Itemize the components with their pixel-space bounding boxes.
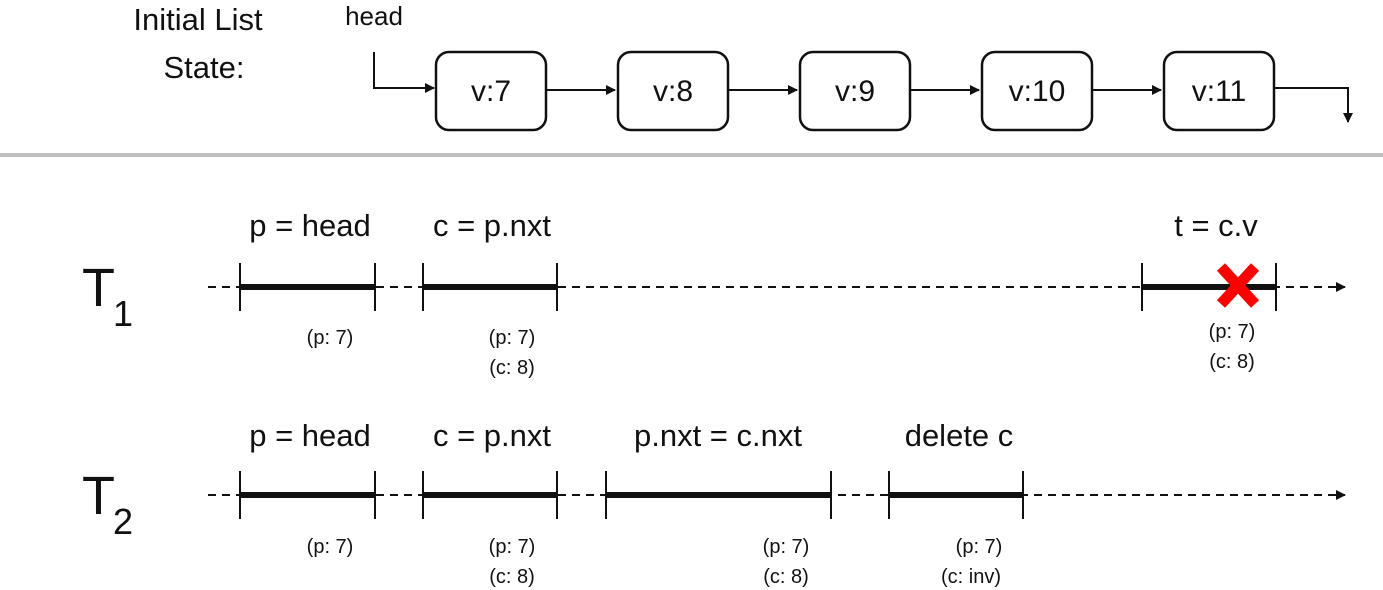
op-note: (p: 7) <box>307 536 354 558</box>
thread-name: T <box>82 258 115 318</box>
op-note: (p: 7) <box>1209 321 1256 343</box>
list-node-4: v:10 <box>980 50 1094 132</box>
initial-state-label-line1: Initial List <box>133 2 263 37</box>
op-note: (c: inv) <box>941 566 1001 588</box>
list-node-value: v:7 <box>471 75 511 108</box>
list-node-1: v:7 <box>434 50 548 132</box>
t2-op-delete-c: delete c (p: 7) (c: inv) <box>888 418 1024 588</box>
null-pointer-arrow <box>1274 87 1353 123</box>
list-node-value: v:8 <box>653 75 693 108</box>
op-note: (p: 7) <box>763 536 810 558</box>
list-node-value: v:9 <box>835 75 875 108</box>
op-label: p.nxt = c.nxt <box>634 418 802 453</box>
t1-op-p-head: p = head (p: 7) <box>239 208 376 349</box>
list-node-2: v:8 <box>616 50 730 132</box>
head-label: head <box>345 1 403 31</box>
op-note: (p: 7) <box>489 327 536 349</box>
op-note: (p: 7) <box>307 327 354 349</box>
t2-op-c-pnxt: c = p.nxt (p: 7) (c: 8) <box>422 418 558 588</box>
t1-op-c-pnxt: c = p.nxt (p: 7) (c: 8) <box>422 208 558 379</box>
list-node-value: v:11 <box>1192 75 1246 108</box>
op-note: (c: 8) <box>489 357 535 379</box>
thread-t2-label: T2 <box>82 466 133 542</box>
op-label: delete c <box>905 418 1014 453</box>
thread-t1-timeline: T1 p = head (p: 7) c = p.nxt (p: 7) (c: … <box>82 208 1346 379</box>
list-node-5: v:11 <box>1162 50 1276 132</box>
thread-subscript: 2 <box>113 501 133 542</box>
op-note: (p: 7) <box>956 536 1003 558</box>
list-node-3: v:9 <box>798 50 912 132</box>
op-note: (p: 7) <box>489 536 536 558</box>
thread-subscript: 1 <box>113 293 133 334</box>
head-pointer-arrow <box>373 52 435 93</box>
op-label: c = p.nxt <box>433 418 551 453</box>
op-label: p = head <box>249 208 371 243</box>
thread-t2-timeline: T2 p = head (p: 7) c = p.nxt (p: 7) (c: … <box>82 418 1346 588</box>
op-note: (c: 8) <box>489 566 535 588</box>
t2-op-p-head: p = head (p: 7) <box>239 418 376 558</box>
op-note: (c: 8) <box>763 566 809 588</box>
op-label: p = head <box>249 418 371 453</box>
op-label: c = p.nxt <box>433 208 551 243</box>
op-label: t = c.v <box>1174 208 1258 243</box>
t2-op-pnxt-cnxt: p.nxt = c.nxt (p: 7) (c: 8) <box>605 418 832 588</box>
op-note: (c: 8) <box>1209 351 1255 373</box>
initial-list-state: Initial List State: head v:7 v:8 v:9 v:1… <box>133 1 1353 132</box>
failure-x-icon <box>1216 263 1260 308</box>
thread-name: T <box>82 466 115 526</box>
initial-state-label-line2: State: <box>164 50 245 85</box>
t1-op-t-cv: t = c.v (p: 7) (c: 8) <box>1141 208 1277 373</box>
list-node-value: v:10 <box>1009 75 1066 108</box>
thread-t1-label: T1 <box>82 258 133 334</box>
